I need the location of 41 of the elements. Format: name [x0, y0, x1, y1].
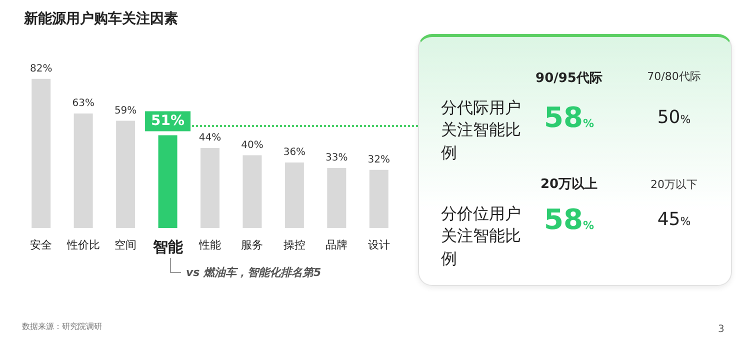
text: 58% [544, 203, 594, 236]
text: 3 [718, 324, 724, 335]
data-label: 51% [151, 112, 185, 129]
data-label: 59% [114, 105, 137, 116]
data-label: 32% [368, 154, 390, 166]
data-label: 36% [283, 147, 306, 158]
text: 58% [544, 101, 594, 134]
bar [74, 113, 93, 228]
text: 分代际用户关注智能比例 [441, 97, 522, 164]
x-tick-label: 品牌 [326, 238, 348, 252]
x-tick-label: 设计 [368, 238, 390, 252]
x-tick-label: 服务 [241, 238, 264, 252]
x-tick-label: 操控 [283, 238, 306, 252]
text: 70/80代际 [646, 69, 702, 84]
source-note: 数据来源：研究院调研 [22, 321, 102, 332]
text: 50% [656, 107, 692, 128]
text: 20万以下 [650, 177, 698, 192]
bar [32, 78, 51, 228]
x-tick-label: 安全 [30, 238, 52, 252]
bar [158, 135, 178, 228]
text: 90/95代际 [534, 70, 604, 87]
text: vs 燃油车，智能化排名第5 [186, 265, 322, 280]
text: 20万以上 [539, 176, 599, 193]
text: 45% [656, 209, 692, 230]
data-label: 63% [72, 98, 94, 110]
x-tick-label: 智能 [152, 238, 184, 256]
data-label: 44% [198, 132, 222, 144]
data-label: 40% [241, 140, 264, 151]
chart-title: 新能源用户购车关注因素 [24, 10, 178, 28]
bar [200, 148, 220, 228]
bar [116, 120, 136, 228]
x-tick-label: 性能 [198, 238, 221, 252]
bar [284, 162, 304, 228]
x-tick-label: 性价比 [66, 238, 100, 252]
data-label: 33% [326, 152, 348, 164]
bar [327, 168, 346, 228]
text: 分价位用户关注智能比例 [441, 203, 522, 270]
data-label: 82% [30, 64, 52, 75]
bar [242, 155, 262, 228]
bar [369, 170, 388, 228]
x-tick-label: 空间 [114, 238, 137, 252]
